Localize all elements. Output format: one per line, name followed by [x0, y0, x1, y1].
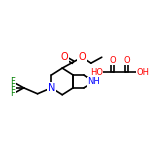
Text: O: O: [78, 52, 86, 62]
Text: O: O: [109, 56, 116, 65]
Text: O: O: [60, 52, 68, 62]
Text: F: F: [10, 77, 15, 86]
Text: HO: HO: [90, 67, 103, 77]
Text: OH: OH: [136, 67, 149, 77]
Text: O: O: [123, 56, 130, 65]
Text: F: F: [10, 83, 15, 92]
Text: F: F: [10, 89, 15, 98]
Text: N: N: [48, 83, 55, 93]
Text: NH: NH: [87, 77, 100, 86]
